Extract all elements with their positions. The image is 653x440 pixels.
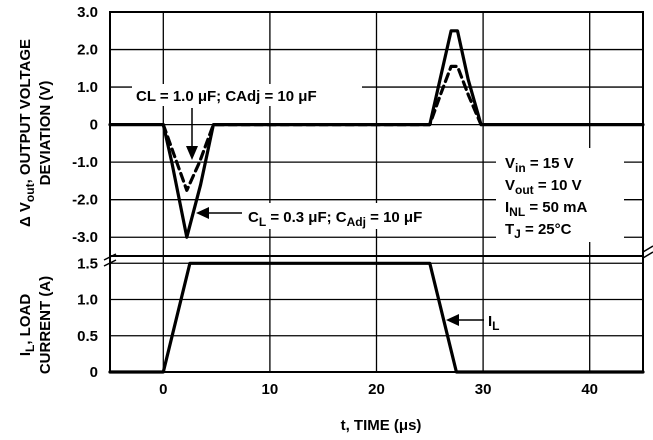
bottom-y-axis-rest: , LOAD: [17, 294, 34, 345]
condition-tj-sub: J: [514, 227, 521, 241]
annotation-solid-c1: C: [248, 209, 259, 226]
bottom-x-tick-label: 40: [581, 381, 598, 398]
annotation-solid-end: = 10 μF: [366, 209, 422, 226]
bottom-y-axis-title-line2: CURRENT (A): [37, 276, 54, 374]
bottom-y-tick-label: 1.0: [77, 292, 98, 309]
annotation-solid-label: CL = 0.3 μF; CAdj = 10 μF: [248, 209, 422, 229]
bottom-y-tick-label: 0: [90, 364, 98, 381]
condition-inl-sym: I: [505, 199, 509, 216]
tick-labels: 3.0 2.0 1.0 0 -1.0 -2.0 -3.0 1.5 1.0 0.5 0 0 10 20 30 4…: [72, 4, 598, 398]
bottom-y-axis-title: IL, LOAD: [17, 294, 37, 357]
top-y-axis-sub: out: [23, 183, 37, 202]
top-series-dashed: [161, 64, 483, 192]
condition-tj: TJ = 25°C: [505, 221, 572, 241]
annotation-solid-mid: = 0.3 μF; C: [266, 209, 347, 226]
condition-vin-val: = 15 V: [526, 155, 574, 172]
annotation-dashed-arrowhead: [186, 146, 198, 160]
condition-vout-val: = 10 V: [534, 177, 582, 194]
condition-vout-sym: V: [505, 177, 515, 194]
conditions-block: Vin = 15 V Vout = 10 V INL = 50 mA TJ = …: [505, 155, 587, 241]
bottom-y-axis-i: I: [17, 352, 34, 356]
top-y-tick-label: 0: [90, 117, 98, 134]
top-y-tick-label: 3.0: [77, 4, 98, 21]
bottom-plot-frame: [109, 255, 644, 373]
frame-layer: [109, 11, 644, 373]
top-y-tick-label: 2.0: [77, 42, 98, 59]
top-y-tick-label: 1.0: [77, 79, 98, 96]
bottom-x-tick-label: 10: [262, 381, 279, 398]
condition-inl: INL = 50 mA: [505, 199, 587, 219]
conditions-bg: [496, 148, 624, 242]
annotation-dashed-bg: [132, 84, 362, 106]
condition-tj-val: = 25°C: [521, 221, 572, 238]
annotation-solid-sub1: L: [259, 215, 266, 229]
annotation-il-label: IL: [488, 313, 500, 333]
bottom-y-tick-label: 0.5: [77, 328, 98, 345]
bottom-y-axis-sub: L: [23, 345, 37, 352]
condition-vin-sym: V: [505, 155, 515, 172]
bottom-x-tick-label: 30: [475, 381, 492, 398]
condition-vin-sub: in: [515, 161, 526, 175]
annotation-solid-bg: [246, 203, 456, 229]
annotation-solid-sub2: Adj: [347, 215, 366, 229]
condition-tj-sym: T: [505, 221, 514, 238]
x-axis-title: t, TIME (μs): [341, 417, 422, 434]
condition-vout-sub: out: [515, 183, 534, 197]
top-y-tick-label: -1.0: [72, 154, 98, 171]
top-y-axis-title: Δ Vout, OUTPUT VOLTAGE: [17, 39, 37, 227]
annotation-il-arrowhead: [446, 314, 459, 326]
condition-vout: Vout = 10 V: [505, 177, 582, 197]
annotation-il-sym: I: [488, 313, 492, 330]
top-y-axis-delta: Δ V: [17, 202, 34, 227]
bottom-y-tick-label: 1.5: [77, 255, 98, 272]
top-y-tick-label: -3.0: [72, 229, 98, 246]
axis-break-left: [103, 253, 117, 267]
bottom-x-tick-label: 20: [368, 381, 385, 398]
condition-vin: Vin = 15 V: [505, 155, 574, 175]
condition-inl-val: = 50 mA: [525, 199, 587, 216]
axis-break-right: [642, 245, 653, 259]
top-y-axis-title-line2: DEVIATION (V): [37, 81, 54, 186]
annotation-solid-arrowhead: [196, 207, 209, 219]
condition-inl-sub: NL: [509, 205, 525, 219]
annotation-dashed-label: CL = 1.0 μF; CAdj = 10 μF: [136, 88, 317, 105]
annotation-il-sub: L: [492, 319, 499, 333]
top-y-tick-label: -2.0: [72, 192, 98, 209]
bottom-x-tick-label: 0: [159, 381, 167, 398]
top-y-axis-rest: , OUTPUT VOLTAGE: [17, 39, 34, 183]
